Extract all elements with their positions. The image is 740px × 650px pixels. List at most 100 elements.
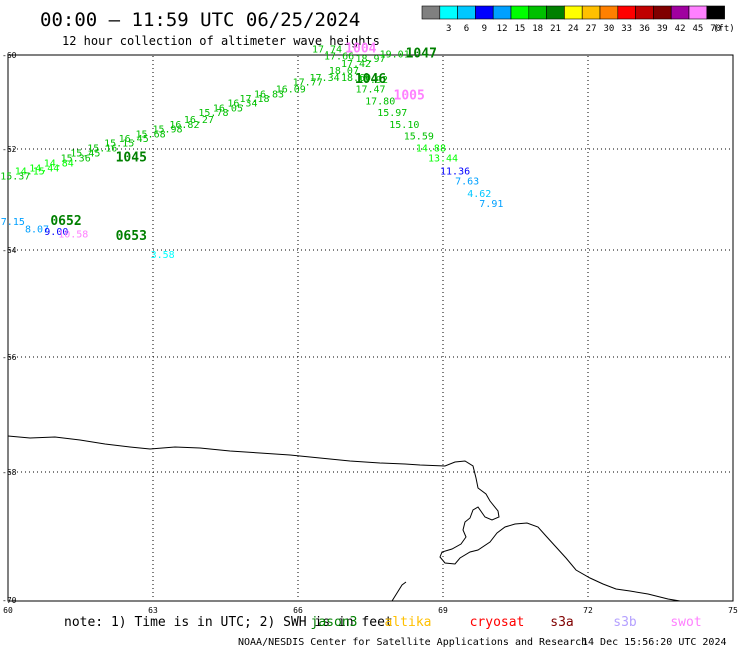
wave-height-label: 17.74 [312,45,342,56]
legend-label: 6 [464,24,469,34]
legend-unit: (ft) [713,24,735,34]
longitude-label: 75 [728,606,738,615]
footer-credit: NOAA/NESDIS Center for Satellite Applica… [238,637,587,648]
legend-swatch [510,5,530,20]
wave-height-label: 16.27 [184,115,214,126]
wave-height-label: 13.44 [428,154,458,165]
satellite-legend: jason3 altika cryosat s3a s3b swot [311,615,702,630]
legend-label: 27 [586,24,597,34]
legend-label: 45 [692,24,703,34]
wave-height-label: 15.59 [404,132,434,143]
wave-height-label: 15.10 [389,120,419,131]
map-subtitle: 12 hour collection of altimeter wave hei… [62,34,380,48]
latitude-label: -62 [2,145,17,154]
wave-height-label: 16.82 [169,120,199,131]
legend-label: 36 [639,24,650,34]
wave-height-label: 18.07 [329,66,359,77]
legend-label: 21 [550,24,561,34]
satellite-label: s3a [550,615,573,630]
legend-label: 3 [446,24,451,34]
wave-height-label: 15.78 [198,108,228,119]
satellite-label: jason3 [311,615,358,630]
legend-swatch [617,5,636,20]
legend-swatch [581,5,601,20]
latitude-label: -60 [2,51,17,60]
wave-height-label: 14.88 [416,144,446,155]
legend-label: 12 [497,24,508,34]
wave-height-label: 15.36 [61,154,91,165]
legend-label: 42 [675,24,686,34]
latitude-label: -66 [2,353,17,362]
legend-swatch [475,5,494,20]
wave-height-label: 14.44 [29,164,59,175]
wave-height-label: 19.01 [380,49,410,60]
legend-label: 9 [482,24,487,34]
legend-label: 18 [532,24,543,34]
latitude-label: -70 [2,596,17,605]
graticule [9,56,732,600]
color-legend: 3 6 9 12 15 18 21 24 27 30 33 36 39 42 45 70 [421,5,725,34]
pass-time-label: 1005 [394,89,425,104]
latitude-label: -64 [2,246,17,255]
wave-height-label: 15.98 [152,125,182,136]
wave-height-label: 3.58 [151,250,175,261]
legend-label: 15 [514,24,525,34]
legend-label: 39 [657,24,668,34]
wave-height-label: 18.60 [341,73,371,84]
legend-swatch [688,5,708,20]
satellite-label: cryosat [470,615,525,630]
legend-swatch [546,5,565,20]
wave-height-label: 17.80 [365,96,395,107]
longitude-label: 69 [438,606,448,615]
wave-height-label: 8.07 [25,224,49,235]
latitude-label: -68 [2,468,17,477]
plot-frame [7,54,734,602]
pass-time-label: 0652 [50,214,81,229]
wave-height-label: 17.77 [293,78,323,89]
pass-time-label: 0653 [116,229,147,244]
pass-time-labels: 1004 1047 1046 1005 1045 0652 0653 [50,42,437,244]
wave-height-label: 15.15 [104,139,134,150]
wave-height-label: 15.97 [377,108,407,119]
wave-height-label: 7.63 [455,176,479,187]
wave-height-label: 16.83 [254,89,284,100]
wave-height-label: 16.34 [227,99,257,110]
pass-time-label: 1047 [406,46,437,61]
wave-height-label: 15.37 [0,171,30,182]
wave-height-label: 10.58 [58,229,88,240]
wave-height-label: 16.05 [213,103,243,114]
wave-height-label: 15.68 [136,129,166,140]
wave-height-label: 4.62 [467,189,491,200]
satellite-label: s3b [613,615,637,630]
wave-height-label: 16.09 [276,85,306,96]
wave-height-label: 14.84 [44,159,74,170]
wave-height-label: 17.42 [341,59,371,70]
wave-height-label: 16.45 [119,134,149,145]
legend-swatch [599,5,619,20]
legend-swatch [564,5,583,20]
wave-height-label: 17.92 [358,75,388,86]
legend-swatch [492,5,512,20]
footer-note: note: 1) Time is in UTC; 2) SWH is in fe… [64,615,393,630]
legend-swatch [670,5,690,20]
pass-time-label: 1046 [355,72,386,87]
legend-label: 70 [710,24,721,34]
legend-swatch [653,5,672,20]
legend-label: 33 [621,24,632,34]
longitude-label: 63 [148,606,158,615]
longitude-label: 66 [293,606,303,615]
longitude-label: 60 [3,606,13,615]
legend-swatch [439,5,458,20]
pass-time-label: 1004 [345,42,376,57]
wave-height-label: 15.45 [70,149,100,160]
wave-height-label: 7.15 [1,217,25,228]
map-title: 00:00 – 11:59 UTC 06/25/2024 [40,9,360,31]
wave-height-label: 17.34 [310,73,340,84]
wave-height-label: 9.00 [44,227,68,238]
satellite-label: swot [670,615,701,630]
wave-height-label: 7.91 [479,199,503,210]
footer-timestamp: 14 Dec 15:56:20 UTC 2024 [582,637,727,648]
